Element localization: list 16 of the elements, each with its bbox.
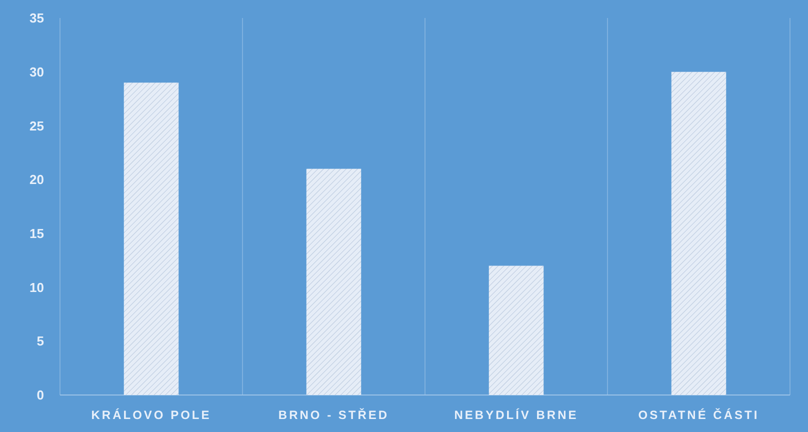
y-tick-label: 15: [30, 226, 44, 241]
x-tick-label: BRNO - STŘED: [278, 408, 390, 422]
x-tick-label: OSTATNÉ ČÁSTI: [638, 408, 760, 422]
y-tick-label: 0: [36, 388, 44, 403]
y-tick-label: 25: [30, 118, 44, 134]
bar: [306, 168, 362, 395]
x-tick-label: KRÁLOVO POLE: [91, 408, 212, 422]
y-tick-label: 20: [30, 172, 44, 188]
bar: [488, 266, 544, 395]
x-tick-label: NEBYDLÍV BRNE: [454, 408, 578, 422]
y-tick-label: 10: [30, 280, 44, 295]
y-tick-label: 5: [36, 334, 44, 349]
y-tick-label: 30: [30, 64, 44, 80]
y-tick-label: 35: [30, 10, 44, 26]
bar: [124, 82, 179, 395]
bar: [671, 72, 726, 395]
